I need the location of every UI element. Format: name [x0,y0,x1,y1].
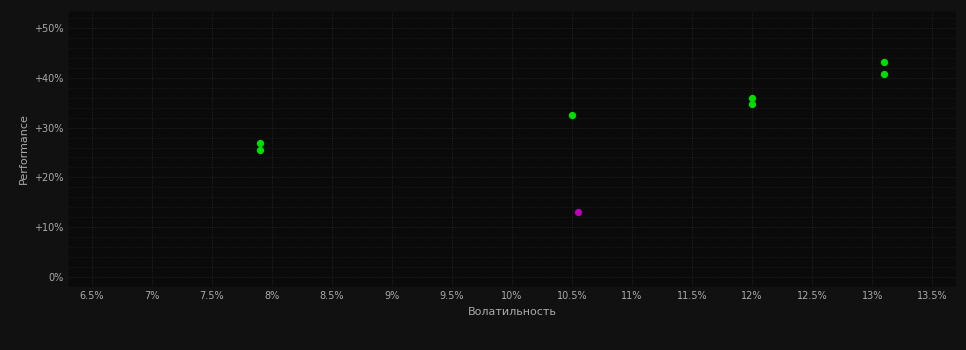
Y-axis label: Performance: Performance [18,113,28,184]
Point [876,59,892,65]
Point [876,71,892,77]
Point [570,209,585,215]
Point [252,148,268,153]
Point [745,101,760,106]
Point [252,140,268,145]
X-axis label: Волатильность: Волатильность [468,307,556,317]
Point [745,95,760,100]
Point [564,112,580,118]
